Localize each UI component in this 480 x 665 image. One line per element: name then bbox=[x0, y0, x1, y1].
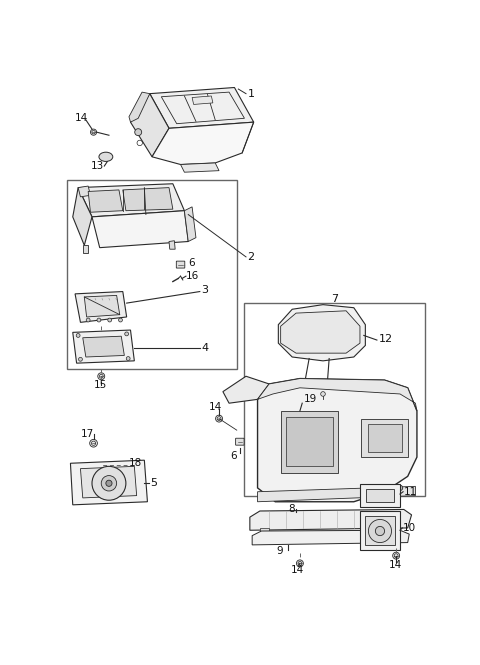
Polygon shape bbox=[88, 190, 123, 212]
Text: 4: 4 bbox=[201, 342, 208, 352]
Polygon shape bbox=[73, 188, 92, 245]
Text: 13: 13 bbox=[90, 161, 104, 171]
Polygon shape bbox=[366, 489, 394, 502]
Polygon shape bbox=[361, 418, 408, 457]
Polygon shape bbox=[184, 207, 196, 241]
Polygon shape bbox=[169, 241, 175, 249]
Bar bbox=[244, 303, 425, 495]
Polygon shape bbox=[192, 96, 213, 104]
Polygon shape bbox=[258, 378, 417, 411]
FancyBboxPatch shape bbox=[176, 261, 185, 268]
Circle shape bbox=[135, 129, 142, 136]
Text: 18: 18 bbox=[129, 458, 142, 468]
Circle shape bbox=[397, 485, 403, 491]
Text: 14: 14 bbox=[388, 560, 402, 570]
Polygon shape bbox=[75, 291, 127, 323]
Text: 6: 6 bbox=[188, 258, 195, 268]
Text: 19: 19 bbox=[304, 394, 317, 404]
Text: 6: 6 bbox=[230, 451, 237, 461]
Text: 3: 3 bbox=[201, 285, 208, 295]
Polygon shape bbox=[92, 211, 188, 247]
Polygon shape bbox=[78, 184, 184, 217]
Polygon shape bbox=[365, 517, 395, 545]
Polygon shape bbox=[73, 330, 134, 363]
Circle shape bbox=[86, 318, 90, 322]
Text: 15: 15 bbox=[94, 380, 107, 390]
Polygon shape bbox=[71, 460, 147, 505]
Circle shape bbox=[97, 318, 101, 322]
Polygon shape bbox=[360, 511, 400, 549]
Polygon shape bbox=[281, 411, 338, 473]
Circle shape bbox=[101, 475, 117, 491]
Polygon shape bbox=[129, 92, 150, 122]
Text: 14: 14 bbox=[209, 402, 222, 412]
Polygon shape bbox=[83, 336, 124, 357]
Polygon shape bbox=[368, 424, 402, 452]
Text: 1: 1 bbox=[248, 88, 254, 98]
Polygon shape bbox=[84, 295, 120, 317]
Polygon shape bbox=[281, 311, 360, 353]
Polygon shape bbox=[150, 88, 254, 128]
Polygon shape bbox=[250, 509, 411, 530]
Circle shape bbox=[76, 334, 80, 337]
Text: 16: 16 bbox=[186, 271, 199, 281]
Circle shape bbox=[90, 129, 96, 135]
Text: 11: 11 bbox=[404, 487, 417, 497]
Polygon shape bbox=[258, 378, 417, 502]
Circle shape bbox=[108, 318, 112, 322]
Polygon shape bbox=[180, 163, 219, 172]
Circle shape bbox=[92, 466, 126, 500]
Polygon shape bbox=[123, 188, 173, 211]
Circle shape bbox=[106, 480, 112, 486]
Text: 9: 9 bbox=[277, 546, 283, 556]
Circle shape bbox=[393, 552, 400, 559]
Polygon shape bbox=[278, 305, 365, 361]
Text: 14: 14 bbox=[75, 113, 88, 123]
Polygon shape bbox=[360, 484, 400, 507]
Circle shape bbox=[125, 332, 129, 336]
Circle shape bbox=[98, 373, 105, 380]
Polygon shape bbox=[223, 376, 269, 403]
Circle shape bbox=[119, 318, 122, 322]
Polygon shape bbox=[286, 417, 333, 466]
Circle shape bbox=[297, 560, 303, 567]
Text: 5: 5 bbox=[150, 478, 157, 488]
Ellipse shape bbox=[99, 152, 113, 162]
Polygon shape bbox=[260, 528, 269, 534]
Text: 10: 10 bbox=[403, 523, 416, 533]
Polygon shape bbox=[152, 122, 254, 164]
Circle shape bbox=[369, 519, 392, 543]
Circle shape bbox=[102, 153, 110, 161]
Text: 8: 8 bbox=[288, 503, 295, 513]
Circle shape bbox=[375, 527, 384, 535]
Bar bbox=[67, 180, 237, 368]
Circle shape bbox=[321, 392, 325, 396]
Text: 7: 7 bbox=[331, 294, 338, 305]
Polygon shape bbox=[384, 527, 396, 533]
Text: 14: 14 bbox=[291, 565, 304, 575]
Circle shape bbox=[79, 357, 83, 361]
Polygon shape bbox=[131, 94, 169, 157]
Polygon shape bbox=[81, 466, 137, 498]
Text: 17: 17 bbox=[81, 429, 94, 439]
Circle shape bbox=[312, 386, 318, 392]
Circle shape bbox=[216, 415, 223, 422]
Polygon shape bbox=[78, 186, 90, 197]
Polygon shape bbox=[258, 486, 415, 502]
Circle shape bbox=[126, 356, 130, 360]
Polygon shape bbox=[252, 530, 409, 545]
Text: 2: 2 bbox=[248, 252, 255, 262]
Text: 12: 12 bbox=[378, 334, 393, 344]
Polygon shape bbox=[83, 245, 88, 253]
FancyBboxPatch shape bbox=[236, 438, 244, 445]
Circle shape bbox=[90, 440, 97, 447]
